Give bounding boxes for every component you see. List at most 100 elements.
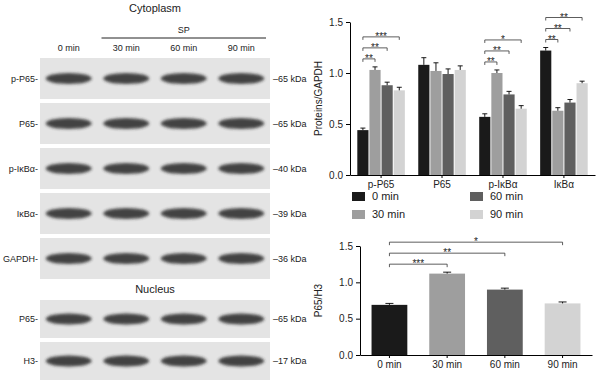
error-bar <box>507 91 512 94</box>
bar <box>564 103 575 175</box>
error-bar <box>446 69 451 74</box>
blot-band <box>161 163 207 174</box>
lane-label: 90 min <box>228 43 255 53</box>
row-label: p-IκBα- <box>9 164 38 174</box>
y-tick-mark <box>346 73 350 74</box>
error-bar <box>385 82 390 85</box>
x-axis-line <box>361 355 593 356</box>
group-line <box>102 38 267 39</box>
legend-item: 60 min <box>470 190 523 202</box>
blot-band <box>218 208 264 219</box>
x-tick-label: p-IκBα <box>488 179 517 190</box>
bar <box>487 290 523 355</box>
x-tick: 0 min <box>377 355 401 370</box>
blot-band <box>161 356 207 367</box>
y-tick: 1.5 <box>339 241 360 252</box>
blot-band <box>46 314 92 325</box>
blot-strip <box>40 103 270 144</box>
size-label: –39 kDa <box>273 209 307 219</box>
blot-band <box>218 118 264 129</box>
legend-label: 0 min <box>372 190 399 202</box>
size-label: –36 kDa <box>273 254 307 264</box>
y-axis-title: P65/H3 <box>313 283 324 317</box>
blot-band <box>103 163 149 174</box>
size-label: –65 kDa <box>273 74 307 84</box>
blot-band <box>218 356 264 367</box>
lane-label: 30 min <box>113 43 140 53</box>
y-tick: 0.5 <box>339 313 360 324</box>
plot-area <box>372 272 581 355</box>
bar <box>369 70 380 175</box>
x-tick-mark <box>381 175 382 178</box>
significance-label: ** <box>493 45 501 56</box>
blot-band <box>103 314 149 325</box>
significance-label: ** <box>365 53 373 64</box>
bar <box>545 303 581 355</box>
bar <box>479 117 490 175</box>
error-bar <box>458 66 463 70</box>
legend-item: 90 min <box>470 208 523 220</box>
bar <box>394 90 405 175</box>
x-axis: p-P65P65p-IκBαIκBα <box>351 175 596 190</box>
blot-strip <box>40 58 270 99</box>
size-label: –40 kDa <box>273 164 307 174</box>
row-label: GAPDH- <box>3 254 38 264</box>
y-axis-line <box>350 23 351 176</box>
x-tick-mark <box>389 355 390 358</box>
blot-band <box>161 208 207 219</box>
bar <box>357 130 368 175</box>
y-tick: 1.0 <box>329 68 350 79</box>
legend: 0 min30 min60 min90 min <box>352 190 523 220</box>
x-axis: 0 min30 min60 min90 min <box>361 355 593 370</box>
bar <box>455 70 466 175</box>
blot-band <box>103 73 149 84</box>
x-axis-line <box>351 175 596 176</box>
size-label: –65 kDa <box>273 314 307 324</box>
significance-label: *** <box>375 31 387 42</box>
significance-label: * <box>474 236 478 247</box>
blot-band <box>103 253 149 264</box>
legend-label: 60 min <box>490 190 523 202</box>
blot-strip <box>40 300 270 338</box>
x-tick-label: IκBα <box>554 179 574 190</box>
blot-panel: NucleusP65-–65 kDaH3-–17 kDa <box>19 283 307 380</box>
bar <box>503 94 514 175</box>
y-tick: 0.0 <box>329 170 350 181</box>
bar <box>540 51 551 175</box>
y-tick-label: 1.0 <box>329 68 343 79</box>
row-label: P65- <box>19 119 38 129</box>
x-tick: IκBα <box>554 175 574 190</box>
bar <box>577 83 588 175</box>
error-bar <box>360 128 365 130</box>
x-tick-mark <box>502 175 503 178</box>
blot-band <box>46 73 92 84</box>
blot-band <box>161 118 207 129</box>
significance-label: * <box>501 34 505 45</box>
blot-strip <box>40 238 270 279</box>
blot-band <box>161 73 207 84</box>
blot-band <box>218 314 264 325</box>
x-tick: 30 min <box>432 355 462 370</box>
y-tick: 0.0 <box>339 350 360 361</box>
x-tick: 60 min <box>490 355 520 370</box>
row-label: IκBα- <box>17 209 38 219</box>
y-tick-label: 1.5 <box>339 241 353 252</box>
blot-band <box>103 208 149 219</box>
y-tick-label: 0.0 <box>329 170 343 181</box>
figure: Cytoplasm0 min30 min60 min90 minSPp-P65-… <box>0 0 600 384</box>
error-bar <box>501 288 509 289</box>
x-tick-mark <box>563 175 564 178</box>
legend-item: 0 min <box>352 190 399 202</box>
y-tick-mark <box>346 22 350 23</box>
blot-title: Cytoplasm <box>129 2 181 14</box>
error-bar <box>373 67 378 70</box>
legend-swatch <box>470 210 483 219</box>
y-tick-mark <box>356 246 360 247</box>
error-bar <box>443 272 451 273</box>
blot-band <box>46 356 92 367</box>
blot-panel: Cytoplasm0 min30 min60 min90 minSPp-P65-… <box>3 2 307 279</box>
y-tick-label: 0.5 <box>329 119 343 130</box>
y-tick-mark <box>356 319 360 320</box>
bar <box>552 111 563 175</box>
blot-band <box>46 118 92 129</box>
